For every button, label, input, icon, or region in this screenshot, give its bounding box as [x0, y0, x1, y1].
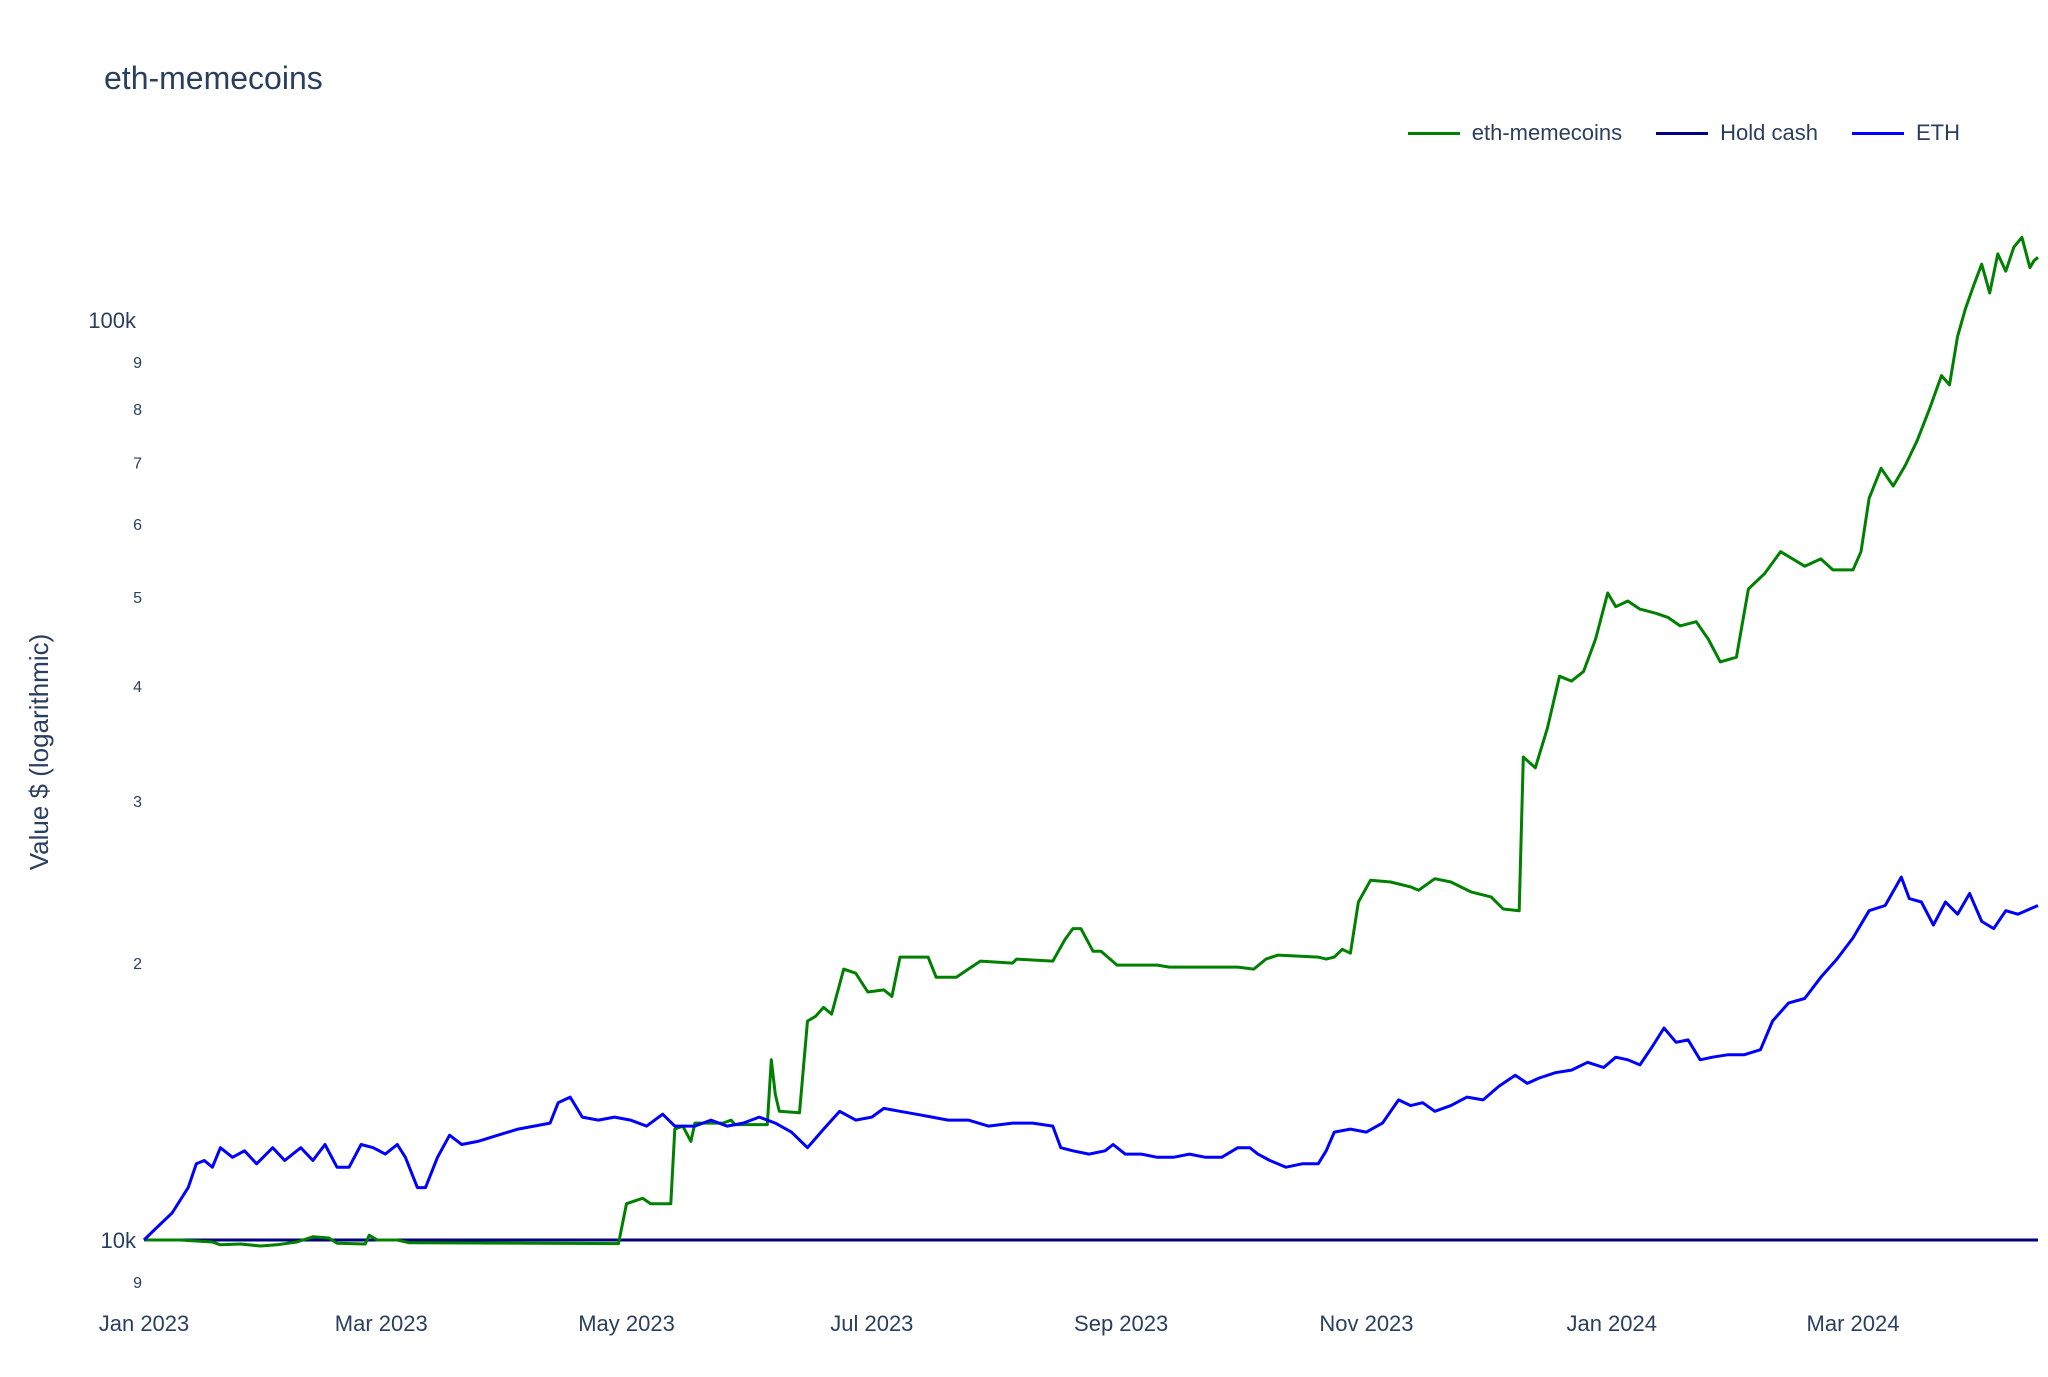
legend-item-hold-cash[interactable]: Hold cash: [1656, 120, 1818, 146]
y-axis: 9 10k 2 3 4 5 6 7 8 9 100k: [88, 308, 142, 1292]
y-tick-label: 10k: [101, 1228, 137, 1253]
y-axis-title: Value $ (logarithmic): [24, 634, 54, 871]
series-line-eth[interactable]: [142, 875, 2039, 1242]
legend[interactable]: eth-memecoins Hold cash ETH: [1407, 120, 1960, 146]
x-tick-label: Mar 2023: [335, 1311, 428, 1336]
y-tick-label: 8: [133, 402, 142, 419]
y-tick-label: 6: [133, 517, 142, 534]
chart-title: eth-memecoins: [104, 60, 323, 96]
x-tick-label: Jul 2023: [830, 1311, 913, 1336]
legend-swatch-eth: [1852, 131, 1904, 135]
x-tick-label: Jan 2023: [99, 1311, 190, 1336]
legend-label: eth-memecoins: [1471, 120, 1623, 145]
y-tick-label: 3: [133, 794, 142, 811]
x-tick-label: Mar 2024: [1807, 1311, 1900, 1336]
x-tick-label: Sep 2023: [1074, 1311, 1168, 1336]
y-tick-label: 4: [133, 679, 142, 696]
y-tick-label: 7: [133, 456, 142, 473]
legend-label: ETH: [1916, 120, 1960, 145]
x-tick-label: Jan 2024: [1566, 1311, 1657, 1336]
legend-swatch-eth-memecoins: [1407, 131, 1460, 135]
plot-area[interactable]: [142, 235, 2039, 1248]
legend-swatch-hold-cash: [1656, 131, 1709, 135]
y-tick-label: 9: [133, 1275, 142, 1292]
x-tick-label: May 2023: [578, 1311, 675, 1336]
legend-item-eth-memecoins[interactable]: eth-memecoins: [1407, 120, 1623, 146]
legend-label: Hold cash: [1720, 120, 1818, 145]
series-line-eth-memecoins[interactable]: [144, 235, 2039, 1248]
y-tick-label: 2: [133, 956, 142, 973]
y-tick-label: 5: [133, 590, 142, 607]
x-axis: Jan 2023 Mar 2023 May 2023 Jul 2023 Sep 2023…: [99, 1311, 1900, 1336]
x-tick-label: Nov 2023: [1319, 1311, 1413, 1336]
legend-item-eth[interactable]: ETH: [1852, 120, 1960, 146]
y-tick-label: 9: [133, 355, 142, 372]
y-tick-label: 100k: [88, 308, 137, 333]
